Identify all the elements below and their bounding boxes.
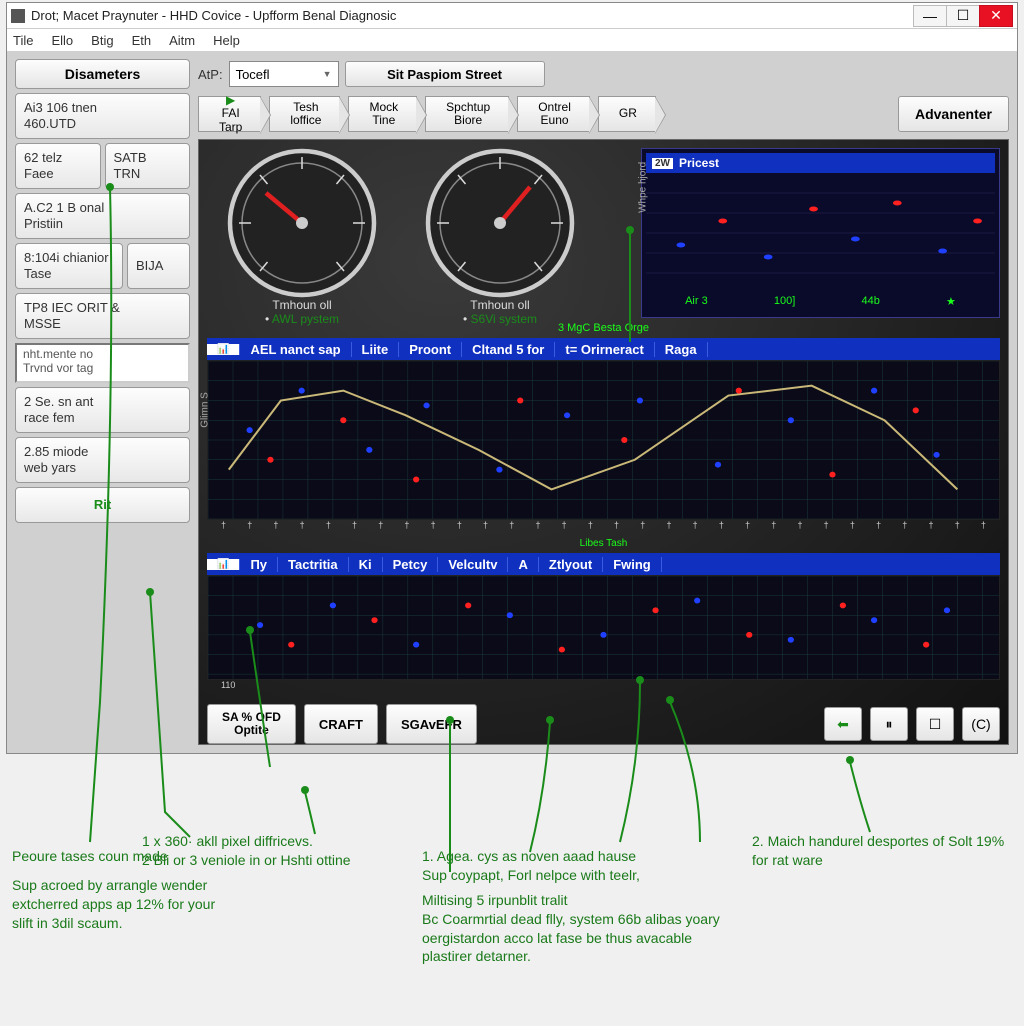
strip-chart-2: 📊 Пy Tactritia Ki Petcy Velcultv A Ztlyo… [207, 553, 1000, 694]
back-icon[interactable]: ⬅ [824, 707, 862, 741]
sidebar-header: Disameters [15, 59, 190, 89]
sidebar: Disameters Ai3 106 tnen 460.UTD 62 telz … [15, 59, 190, 745]
maximize-button[interactable]: ☐ [946, 5, 980, 27]
titlebar: Drot; Macet Praynuter - HHD Covice - Upf… [7, 3, 1017, 29]
sgavefr-button[interactable]: SGAvEFR [386, 704, 477, 744]
menubar: Tile Ello Btig Eth Aitm Help [7, 29, 1017, 51]
callout-3b: Bc Coarmrtial dead flly, system 66b alib… [422, 910, 732, 967]
sidebar-item-4[interactable]: TP8 IEC ORIT & MSSE [15, 293, 190, 339]
strip-chart-1: 📊 AEL nanct sap Liite Proont Cltand 5 fo… [207, 338, 1000, 534]
paspiom-street-button[interactable]: Sit Paspiom Street [345, 61, 545, 87]
menu-btig[interactable]: Btig [91, 33, 113, 48]
menu-eth[interactable]: Eth [132, 33, 152, 48]
atp-label: AtP: [198, 67, 223, 82]
menu-ello[interactable]: Ello [51, 33, 73, 48]
callout-4a: 2. Maich handurel desportes of Solt 19% … [752, 832, 1012, 870]
gauge-1: Tmhoun oll• AWL pystem [207, 148, 397, 318]
breadcrumb: ▶FAITarp Teshloffice MockTine SpchtupBio… [198, 95, 1009, 133]
app-icon [11, 9, 25, 23]
window-icon[interactable]: ☐ [916, 707, 954, 741]
dashboard: Tmhoun oll• AWL pystem [198, 139, 1009, 745]
minimize-button[interactable]: — [913, 5, 947, 27]
callout-3c: 1. Agea. cys as noven aaad hause [422, 847, 732, 866]
c-button[interactable]: (C) [962, 707, 1000, 741]
advanenter-button[interactable]: Advanenter [898, 96, 1009, 132]
callout-2b: 2 Bli or 3 veniole in or Hshti ottine [142, 851, 442, 870]
crumb-ontrel[interactable]: OntrelEuno [517, 96, 590, 132]
sidebar-item-3b[interactable]: BIJA [127, 243, 190, 289]
sidebar-item-2[interactable]: A.C2 1 B onal Pristiin [15, 193, 190, 239]
menu-help[interactable]: Help [213, 33, 240, 48]
menu-tile[interactable]: Tile [13, 33, 33, 48]
craft-button[interactable]: CRAFT [304, 704, 378, 744]
sidebar-item-7[interactable]: 2.85 miode web yars [15, 437, 190, 483]
crumb-mock[interactable]: MockTine [348, 96, 417, 132]
sidebar-input[interactable]: nht.mente no Trvnd vor tag [15, 343, 190, 383]
crumb-spchtup[interactable]: SpchtupBiore [425, 96, 509, 132]
main-pane: AtP: Tocefl Sit Paspiom Street ▶FAITarp … [198, 59, 1009, 745]
sidebar-item-0[interactable]: Ai3 106 tnen 460.UTD [15, 93, 190, 139]
sidebar-item-1b[interactable]: SATB TRN [105, 143, 191, 189]
rit-button[interactable]: Rit [15, 487, 190, 523]
callout-1b: Sup acroed by arrangle wender extcherred… [12, 876, 222, 933]
sa-ofd-button[interactable]: SA % OFD Optite [207, 704, 296, 744]
close-button[interactable]: ✕ [979, 5, 1013, 27]
window-title: Drot; Macet Praynuter - HHD Covice - Upf… [31, 8, 914, 23]
mid-caption: 3 MgC Besta Orge [207, 322, 1000, 334]
small-caption: Libes Tash [207, 538, 1000, 549]
pause-icon[interactable]: ⏸ [870, 707, 908, 741]
crumb-tesh[interactable]: Teshloffice [269, 96, 340, 132]
callout-2a: 1 x 360· akll pixel diffricevs. [142, 832, 442, 851]
menu-aitm[interactable]: Aitm [169, 33, 195, 48]
callout-3a: Miltising 5 irpunblit tralit [422, 891, 732, 910]
callout-3d: Sup coypapt, Forl nelpce with teelr, [422, 866, 732, 885]
atp-combo[interactable]: Tocefl [229, 61, 339, 87]
sidebar-item-1a[interactable]: 62 telz Faee [15, 143, 101, 189]
sidebar-item-6[interactable]: 2 Se. sn ant race fem [15, 387, 190, 433]
gauge-2: Tmhoun oll• S6Vi system [405, 148, 595, 318]
crumb-gr[interactable]: GR [598, 96, 656, 132]
sidebar-item-3a[interactable]: 8:104i chianior Tase [15, 243, 123, 289]
crumb-fai[interactable]: ▶FAITarp [198, 96, 261, 132]
bottom-bar: SA % OFD Optite CRAFT SGAvEFR ⬅ ⏸ ☐ (C) [207, 698, 1000, 744]
mini-chart: 2WPricest Whpe hjord Air 3 [641, 148, 1000, 318]
